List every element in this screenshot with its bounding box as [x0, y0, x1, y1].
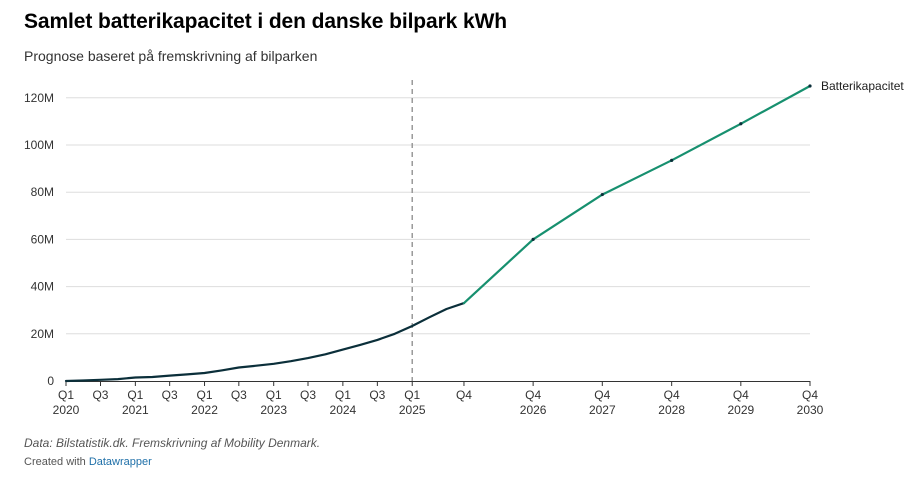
forecast-point	[670, 158, 674, 162]
forecast-point	[600, 192, 604, 197]
y-tick-label: 60M	[31, 232, 54, 246]
y-axis: 0 20M 40M 60M 80M 100M 120M	[24, 91, 54, 388]
x-tick-year-label: 2020	[53, 403, 80, 417]
x-tick-label: Q4	[733, 388, 749, 402]
x-tick-label: Q3	[300, 388, 316, 402]
x-tick-label: Q1	[58, 388, 74, 402]
credit-line: Created with Datawrapper	[24, 456, 152, 468]
y-tick-label: 100M	[24, 138, 54, 152]
series-lines	[64, 84, 812, 383]
forecast-point	[531, 237, 535, 241]
x-tick-year-label: 2029	[727, 403, 754, 417]
x-tick-label: Q3	[92, 388, 108, 402]
y-tick-label: 40M	[31, 280, 54, 294]
x-tick-year-label: 2030	[797, 403, 824, 417]
x-tick-year-label: 2025	[399, 403, 426, 417]
x-tick-year-label: 2024	[330, 403, 357, 417]
x-tick-label: Q4	[525, 388, 541, 402]
forecast-line	[462, 84, 812, 305]
x-tick-label: Q1	[404, 388, 420, 402]
series-label: Batterikapacitet	[821, 79, 904, 93]
chart-title: Samlet batterikapacitet i den danske bil…	[24, 10, 508, 33]
x-tick-year-label: 2023	[260, 403, 287, 417]
x-tick-label: Q4	[802, 388, 818, 402]
chart-subtitle: Prognose baseret på fremskrivning af bil…	[24, 48, 318, 64]
forecast-point	[808, 84, 812, 88]
y-tick-label: 20M	[31, 327, 54, 341]
forecast-point	[739, 122, 743, 126]
x-tick-label: Q1	[335, 388, 351, 402]
y-tick-label: 120M	[24, 91, 54, 105]
x-tick-year-label: 2026	[520, 403, 547, 417]
x-tick-label: Q1	[266, 388, 282, 402]
datawrapper-link[interactable]: Datawrapper	[88, 456, 152, 468]
x-tick-label: Q3	[369, 388, 385, 402]
y-tick-label: 80M	[31, 185, 54, 199]
x-tick-label: Q3	[231, 388, 247, 402]
y-tick-label: 0	[47, 374, 54, 388]
x-tick-label: Q4	[456, 388, 472, 402]
credit-prefix: Created with	[24, 456, 89, 468]
x-tick-year-label: 2027	[589, 403, 616, 417]
x-tick-label: Q4	[664, 388, 680, 402]
x-tick-label: Q1	[127, 388, 143, 402]
x-tick-year-label: 2028	[658, 403, 685, 417]
historical-line	[64, 302, 466, 383]
source-notes: Data: Bilstatistik.dk. Fremskrivning af …	[24, 436, 321, 450]
x-tick-year-label: 2021	[122, 403, 149, 417]
x-tick-label: Q1	[197, 388, 213, 402]
x-tick-label: Q3	[162, 388, 178, 402]
gridlines	[66, 97, 810, 335]
x-tick-year-label: 2022	[191, 403, 218, 417]
x-tick-label: Q4	[594, 388, 610, 402]
series-labels: Batterikapacitet	[821, 79, 904, 93]
